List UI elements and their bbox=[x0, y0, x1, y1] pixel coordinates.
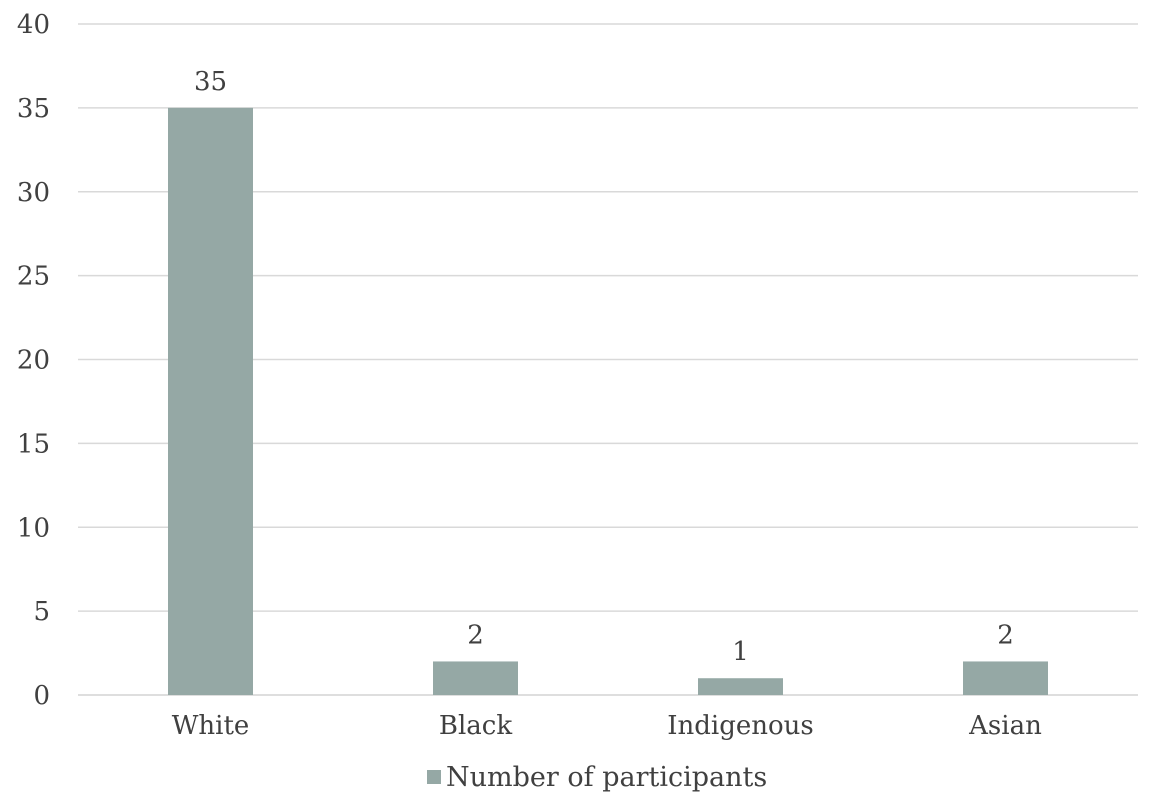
legend: Number of participants bbox=[427, 762, 767, 793]
y-axis-ticks: 0 5 10 15 20 25 30 35 40 bbox=[17, 10, 50, 711]
y-tick-label-30: 30 bbox=[17, 178, 50, 208]
gridlines bbox=[78, 23, 1138, 696]
x-tick-label-white: White bbox=[172, 711, 250, 741]
legend-swatch bbox=[427, 770, 441, 784]
bar-white bbox=[168, 107, 253, 695]
data-label-black: 2 bbox=[467, 620, 484, 650]
y-tick-label-20: 20 bbox=[17, 346, 50, 376]
y-tick-label-40: 40 bbox=[17, 10, 50, 40]
y-tick-label-5: 5 bbox=[33, 597, 50, 627]
bars bbox=[168, 107, 1048, 695]
x-tick-label-indigenous: Indigenous bbox=[667, 711, 814, 741]
y-tick-label-25: 25 bbox=[17, 262, 50, 292]
legend-label: Number of participants bbox=[446, 762, 767, 793]
bar-indigenous bbox=[698, 678, 783, 695]
data-labels: 35 2 1 2 bbox=[194, 67, 1014, 667]
data-label-white: 35 bbox=[194, 67, 227, 97]
bar-asian bbox=[963, 661, 1048, 695]
bar-black bbox=[433, 661, 518, 695]
x-axis-labels: White Black Indigenous Asian bbox=[172, 711, 1042, 741]
data-label-asian: 2 bbox=[997, 620, 1014, 650]
y-tick-label-15: 15 bbox=[17, 429, 50, 459]
x-tick-label-asian: Asian bbox=[968, 711, 1042, 741]
y-tick-label-10: 10 bbox=[17, 513, 50, 543]
x-tick-label-black: Black bbox=[439, 711, 512, 741]
y-tick-label-35: 35 bbox=[17, 94, 50, 124]
y-tick-label-0: 0 bbox=[33, 681, 50, 711]
data-label-indigenous: 1 bbox=[732, 637, 749, 667]
